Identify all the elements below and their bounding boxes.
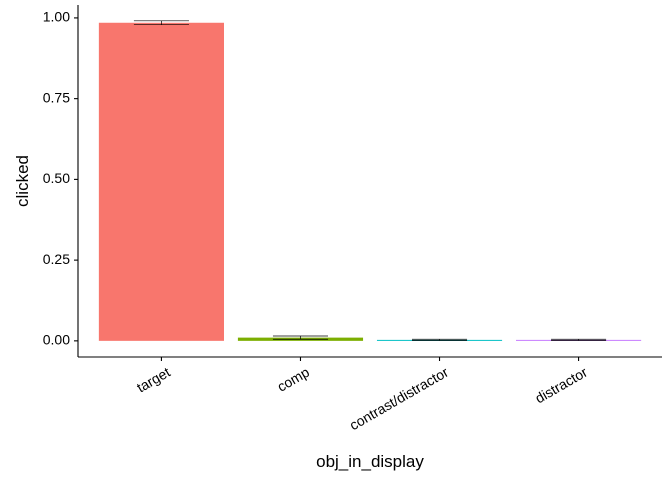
bars-group bbox=[98, 22, 642, 341]
y-tick-label: 0.75 bbox=[43, 89, 70, 105]
error-bar bbox=[133, 20, 189, 26]
x-axis-title: obj_in_display bbox=[316, 452, 424, 471]
y-tick-label: 0.00 bbox=[43, 332, 70, 348]
y-ticks-group: 0.00 0.25 0.50 0.75 1.00 bbox=[43, 9, 78, 348]
y-tick-label: 1.00 bbox=[43, 9, 70, 25]
error-bars-group bbox=[133, 20, 607, 341]
error-bar bbox=[551, 338, 607, 341]
x-tick-label: comp bbox=[274, 364, 312, 395]
x-tick-label: contrast/distractor bbox=[347, 364, 452, 434]
error-bar bbox=[272, 335, 329, 340]
x-ticks-group: target comp contrast/distractor distractor bbox=[134, 357, 590, 433]
error-bar bbox=[411, 338, 468, 341]
y-tick-label: 0.50 bbox=[43, 170, 70, 186]
y-axis-title: clicked bbox=[13, 155, 32, 207]
x-tick-label: distractor bbox=[532, 364, 590, 407]
y-tick-label: 0.25 bbox=[43, 251, 70, 267]
x-tick-label: target bbox=[134, 364, 173, 396]
bar-target bbox=[98, 22, 224, 341]
